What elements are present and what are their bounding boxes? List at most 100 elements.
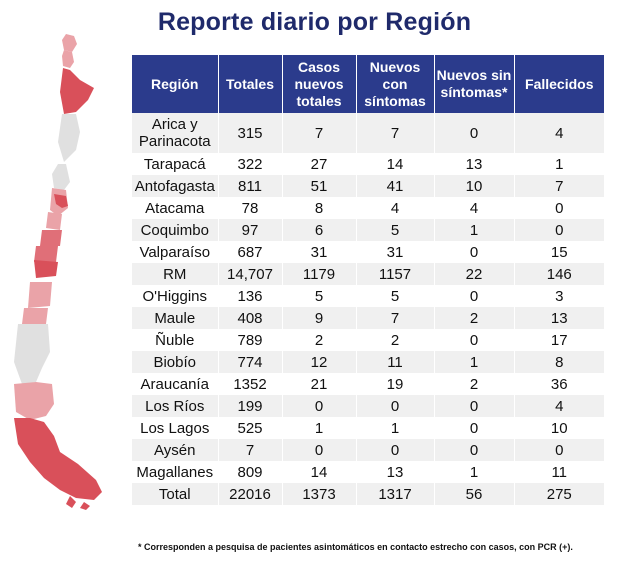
cell-totales: 789 [218, 329, 283, 351]
table-row: RM 14,707 1179 1157 22 146 [132, 263, 604, 285]
table-row: Los Ríos 199 0 0 0 4 [132, 395, 604, 417]
cell-sin-sintomas: 0 [434, 439, 515, 461]
cell-totales: 1352 [218, 373, 283, 395]
cell-fallecidos: 7 [514, 175, 604, 197]
header-fallecidos: Fallecidos [514, 55, 604, 113]
cell-con-sintomas: 7 [356, 307, 435, 329]
cell-totales: 322 [218, 153, 283, 175]
cell-totales: 14,707 [218, 263, 283, 285]
map-region-biobio [34, 260, 58, 278]
cell-sin-sintomas: 0 [434, 113, 515, 153]
cell-casos-nuevos: 21 [282, 373, 357, 395]
cell-con-sintomas: 41 [356, 175, 435, 197]
cell-sin-sintomas: 10 [434, 175, 515, 197]
table-row: Magallanes 809 14 13 1 11 [132, 461, 604, 483]
cell-casos-nuevos: 27 [282, 153, 357, 175]
footnote: * Corresponden a pesquisa de pacientes a… [138, 542, 573, 552]
cell-casos-nuevos: 1179 [282, 263, 357, 285]
cell-casos-nuevos: 51 [282, 175, 357, 197]
cell-fallecidos: 11 [514, 461, 604, 483]
cell-totales: 525 [218, 417, 283, 439]
cell-region: Araucanía [132, 373, 219, 395]
table-row: O'Higgins 136 5 5 0 3 [132, 285, 604, 307]
cell-sin-sintomas: 0 [434, 417, 515, 439]
cell-sin-sintomas: 1 [434, 461, 515, 483]
cell-region: Magallanes [132, 461, 219, 483]
cell-fallecidos: 4 [514, 395, 604, 417]
cell-fallecidos: 4 [514, 113, 604, 153]
cell-region: RM [132, 263, 219, 285]
map-region-loslagos [14, 324, 50, 384]
cell-con-sintomas: 11 [356, 351, 435, 373]
cell-fallecidos: 36 [514, 373, 604, 395]
cell-sin-sintomas: 1 [434, 351, 515, 373]
cell-totales: 97 [218, 219, 283, 241]
cell-region: Los Lagos [132, 417, 219, 439]
cell-casos-nuevos: 1 [282, 417, 357, 439]
map-island-1 [66, 496, 76, 508]
table-row: Maule 408 9 7 2 13 [132, 307, 604, 329]
cell-casos-nuevos: 14 [282, 461, 357, 483]
table-row: Los Lagos 525 1 1 0 10 [132, 417, 604, 439]
cell-fallecidos: 275 [514, 483, 604, 505]
cell-fallecidos: 1 [514, 153, 604, 175]
cell-casos-nuevos: 31 [282, 241, 357, 263]
cell-con-sintomas: 7 [356, 113, 435, 153]
cell-sin-sintomas: 0 [434, 395, 515, 417]
map-region-nuble [34, 246, 58, 262]
cell-sin-sintomas: 0 [434, 329, 515, 351]
map-region-rm [54, 194, 68, 208]
table-row: Biobío 774 12 11 1 8 [132, 351, 604, 373]
cell-sin-sintomas: 0 [434, 241, 515, 263]
table-row: Tarapacá 322 27 14 13 1 [132, 153, 604, 175]
page-title: Reporte diario por Región [157, 8, 472, 36]
cell-region: Total [132, 483, 219, 505]
cell-totales: 136 [218, 285, 283, 307]
table-header-row: Región Totales Casos nuevos totales Nuev… [132, 55, 604, 113]
header-totales: Totales [218, 55, 283, 113]
cell-casos-nuevos: 12 [282, 351, 357, 373]
cell-totales: 408 [218, 307, 283, 329]
cell-casos-nuevos: 8 [282, 197, 357, 219]
cell-con-sintomas: 1 [356, 417, 435, 439]
cell-region: Atacama [132, 197, 219, 219]
cell-fallecidos: 0 [514, 439, 604, 461]
map-region-araucania [28, 282, 52, 308]
cell-fallecidos: 0 [514, 197, 604, 219]
cell-fallecidos: 3 [514, 285, 604, 307]
cell-totales: 774 [218, 351, 283, 373]
map-region-antofagasta [60, 68, 94, 114]
header-casos-nuevos: Casos nuevos totales [282, 55, 357, 113]
cell-region: Maule [132, 307, 219, 329]
cell-region: Coquimbo [132, 219, 219, 241]
cell-con-sintomas: 1317 [356, 483, 435, 505]
cell-casos-nuevos: 2 [282, 329, 357, 351]
cell-sin-sintomas: 22 [434, 263, 515, 285]
cell-con-sintomas: 1157 [356, 263, 435, 285]
cell-sin-sintomas: 13 [434, 153, 515, 175]
map-region-arica [62, 34, 77, 52]
cell-totales: 78 [218, 197, 283, 219]
cell-fallecidos: 15 [514, 241, 604, 263]
map-region-coquimbo [52, 164, 70, 190]
table-row: Coquimbo 97 6 5 1 0 [132, 219, 604, 241]
report-table: Región Totales Casos nuevos totales Nuev… [132, 55, 604, 505]
cell-totales: 199 [218, 395, 283, 417]
table-row: Atacama 78 8 4 4 0 [132, 197, 604, 219]
cell-region: Ñuble [132, 329, 219, 351]
map-region-ohiggins [46, 212, 62, 230]
cell-region: O'Higgins [132, 285, 219, 307]
cell-casos-nuevos: 0 [282, 439, 357, 461]
table-row: Ñuble 789 2 2 0 17 [132, 329, 604, 351]
cell-con-sintomas: 13 [356, 461, 435, 483]
cell-casos-nuevos: 6 [282, 219, 357, 241]
cell-con-sintomas: 2 [356, 329, 435, 351]
cell-sin-sintomas: 1 [434, 219, 515, 241]
cell-casos-nuevos: 5 [282, 285, 357, 307]
table-row: Valparaíso 687 31 31 0 15 [132, 241, 604, 263]
chile-map [14, 34, 102, 510]
map-region-atacama [58, 114, 80, 162]
cell-totales: 811 [218, 175, 283, 197]
cell-con-sintomas: 4 [356, 197, 435, 219]
map-region-losrios [22, 308, 48, 324]
